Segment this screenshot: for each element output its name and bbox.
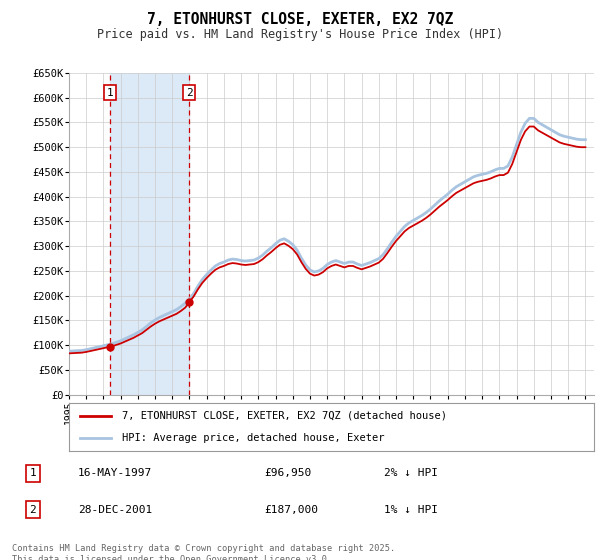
Text: 1: 1 bbox=[29, 468, 37, 478]
Text: 2: 2 bbox=[29, 505, 37, 515]
Text: £96,950: £96,950 bbox=[264, 468, 311, 478]
Text: Contains HM Land Registry data © Crown copyright and database right 2025.
This d: Contains HM Land Registry data © Crown c… bbox=[12, 544, 395, 560]
Text: HPI: Average price, detached house, Exeter: HPI: Average price, detached house, Exet… bbox=[121, 433, 384, 444]
Text: 28-DEC-2001: 28-DEC-2001 bbox=[78, 505, 152, 515]
Text: 7, ETONHURST CLOSE, EXETER, EX2 7QZ (detached house): 7, ETONHURST CLOSE, EXETER, EX2 7QZ (det… bbox=[121, 410, 446, 421]
Text: 1: 1 bbox=[106, 87, 113, 97]
Text: 7, ETONHURST CLOSE, EXETER, EX2 7QZ: 7, ETONHURST CLOSE, EXETER, EX2 7QZ bbox=[147, 12, 453, 27]
Text: £187,000: £187,000 bbox=[264, 505, 318, 515]
Text: Price paid vs. HM Land Registry's House Price Index (HPI): Price paid vs. HM Land Registry's House … bbox=[97, 28, 503, 41]
Bar bbox=[110, 73, 190, 395]
Text: 1% ↓ HPI: 1% ↓ HPI bbox=[384, 505, 438, 515]
Text: 16-MAY-1997: 16-MAY-1997 bbox=[78, 468, 152, 478]
Text: 2: 2 bbox=[186, 87, 193, 97]
Text: 2% ↓ HPI: 2% ↓ HPI bbox=[384, 468, 438, 478]
